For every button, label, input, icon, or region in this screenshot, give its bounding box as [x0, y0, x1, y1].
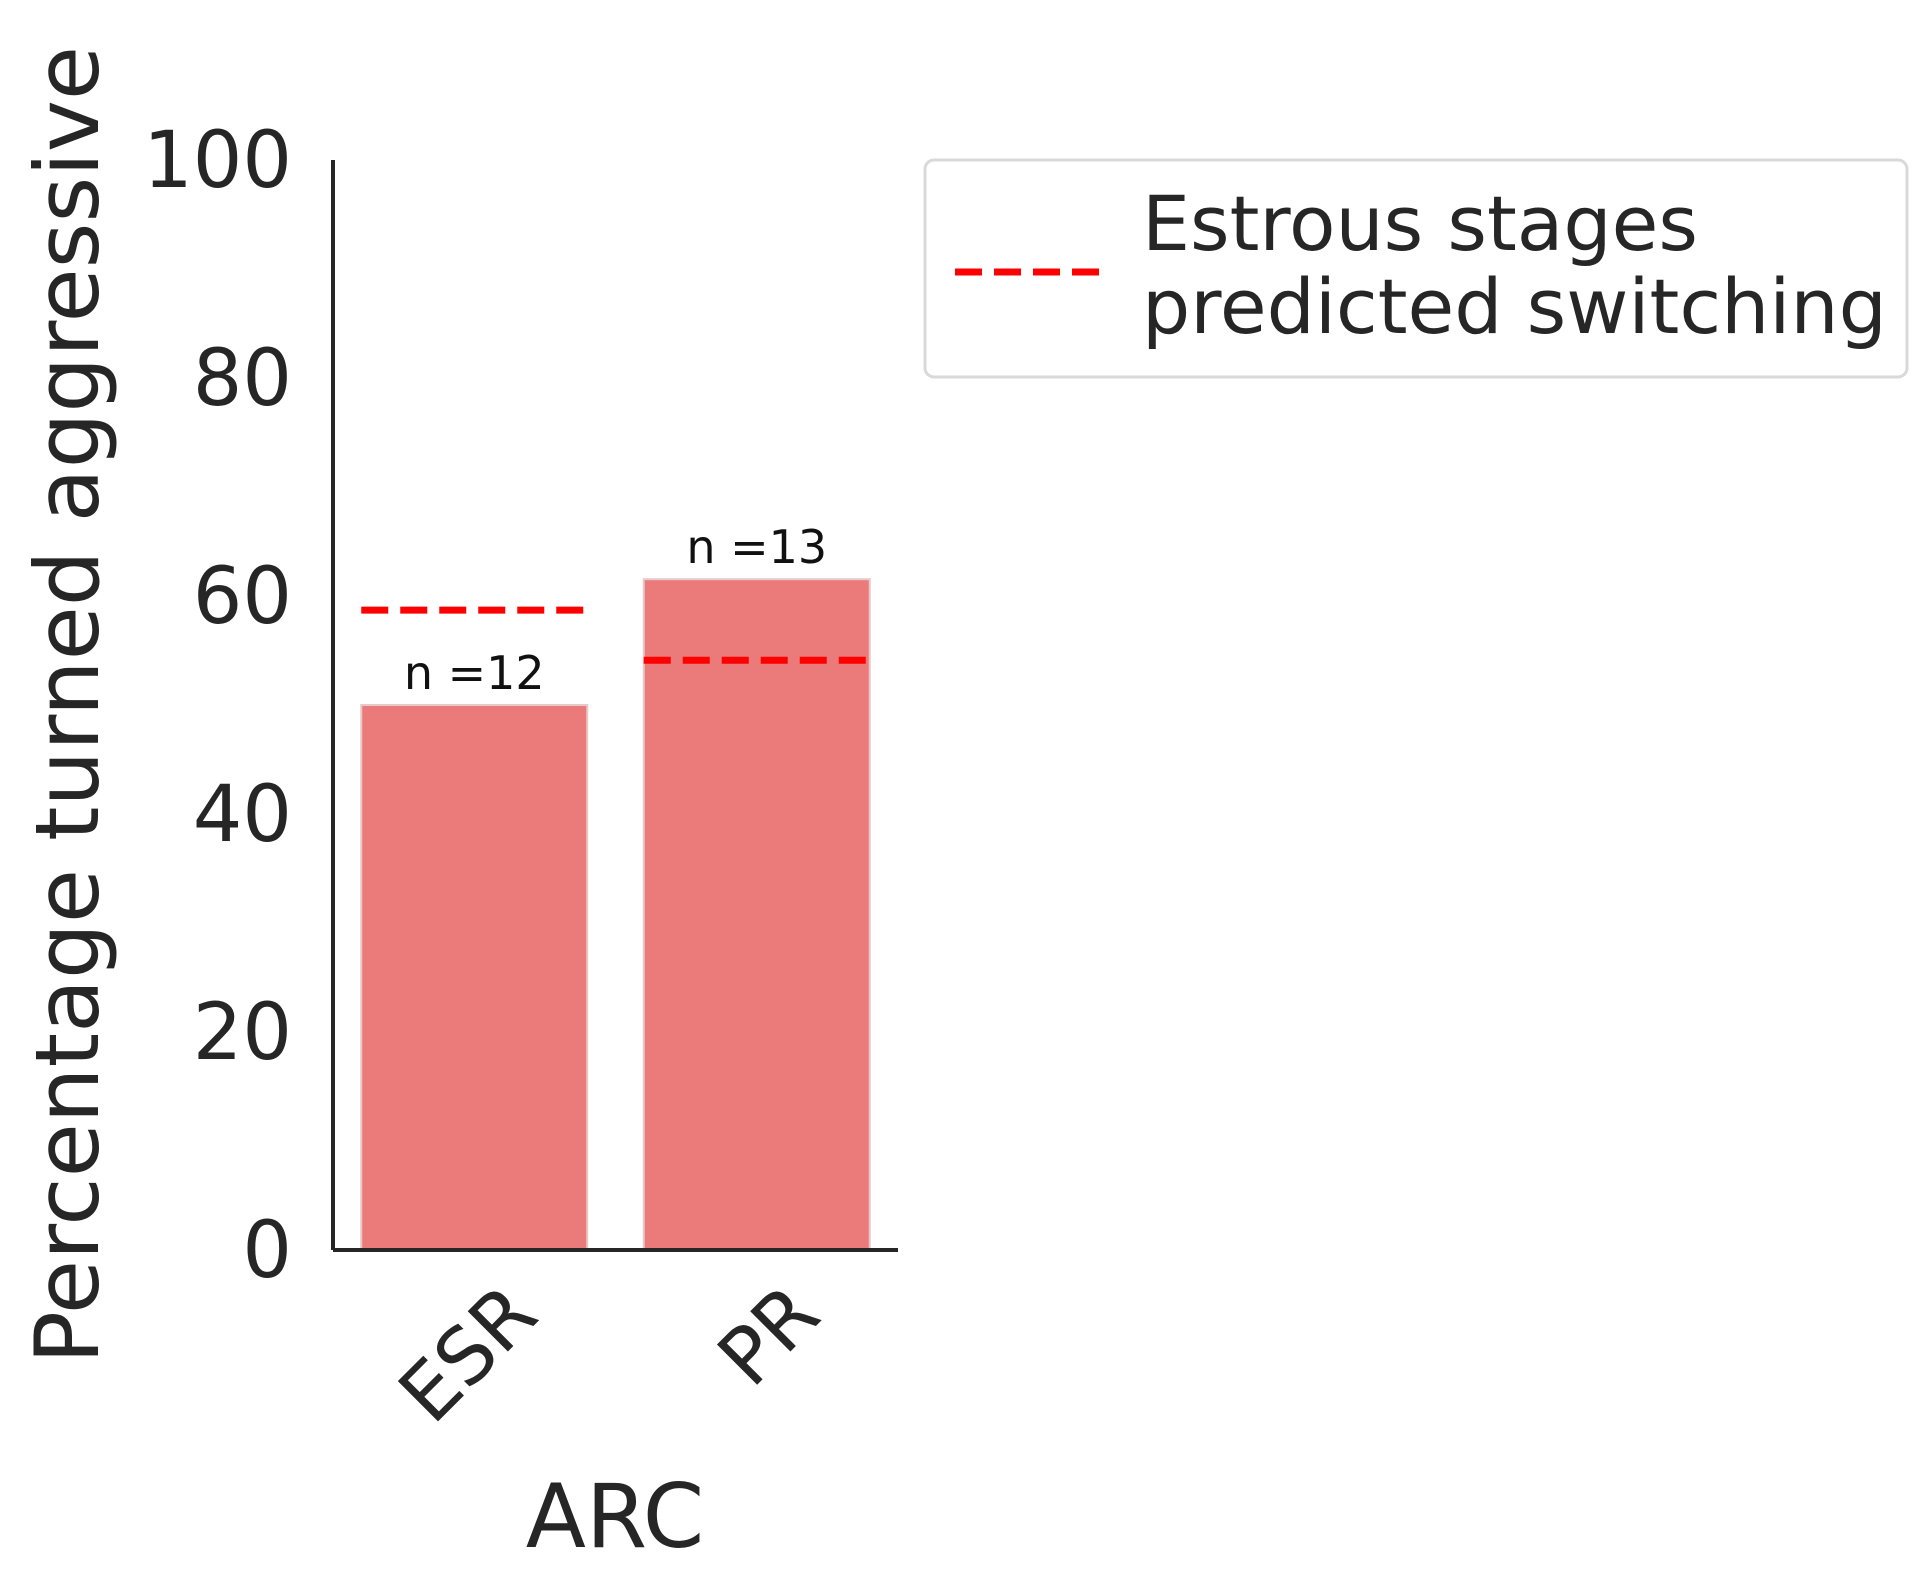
- bar-pr: [642, 578, 871, 1251]
- bar-annotation-pr: n =13: [686, 520, 827, 574]
- y-tick-label: 0: [242, 1206, 292, 1296]
- y-tick-label: 100: [143, 116, 292, 206]
- plot-area: n =12 n =13: [360, 520, 871, 1251]
- y-tick-label: 20: [193, 988, 292, 1078]
- bar-annotation-esr: n =12: [404, 646, 545, 700]
- x-axis-title: ARC: [526, 1465, 704, 1568]
- y-axis-title: Percentage turned aggressive: [16, 46, 119, 1364]
- legend-label-line-1: Estrous stages: [1142, 179, 1698, 268]
- y-tick-label: 40: [193, 770, 292, 860]
- x-tick-labels: ESR PR: [382, 1268, 836, 1440]
- y-tick-labels: 0 20 40 60 80 100: [143, 116, 292, 1296]
- y-tick-label: 80: [193, 334, 292, 424]
- bar-esr: [360, 704, 589, 1251]
- x-tick-label: PR: [702, 1268, 837, 1403]
- legend-label-line-2: predicted switching: [1142, 262, 1887, 351]
- x-tick-label: ESR: [382, 1268, 554, 1440]
- legend: Estrous stages predicted switching: [923, 158, 1909, 379]
- y-tick-label: 60: [193, 552, 292, 642]
- legend-label: Estrous stages predicted switching: [1142, 179, 1887, 351]
- legend-frame: [923, 158, 1909, 379]
